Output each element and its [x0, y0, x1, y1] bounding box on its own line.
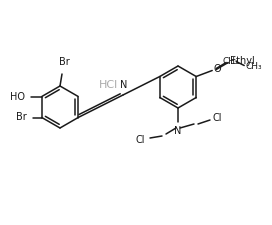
Text: CH₂: CH₂ — [223, 57, 240, 66]
Text: HO: HO — [10, 92, 25, 101]
Text: Br: Br — [59, 57, 69, 67]
Text: Br: Br — [16, 112, 27, 122]
Text: Cl: Cl — [135, 135, 145, 145]
Text: Cl: Cl — [212, 113, 222, 123]
Text: O: O — [213, 65, 221, 74]
Text: CH₃: CH₃ — [246, 62, 262, 71]
Text: HCl: HCl — [98, 80, 118, 90]
Text: N: N — [120, 80, 128, 90]
Text: Ethyl: Ethyl — [230, 56, 255, 67]
Text: N: N — [174, 126, 182, 136]
